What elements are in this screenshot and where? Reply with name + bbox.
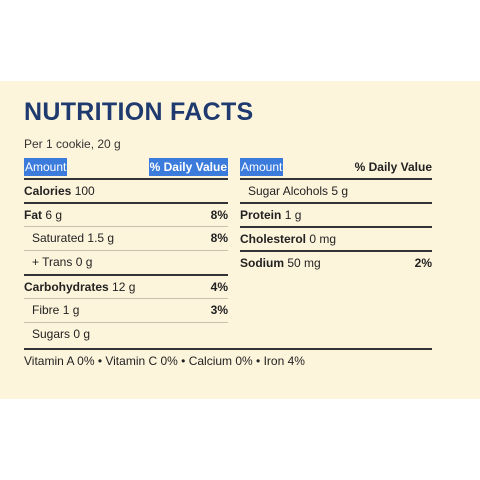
nutrient-amount: 5 g (331, 184, 349, 198)
vitamins-minerals: Vitamin A 0% • Vitamin C 0% • Calcium 0%… (24, 348, 432, 370)
nutrient-amount: 0 g (75, 255, 93, 269)
nutrient-label: Sugars (32, 327, 71, 341)
nutrient-row-protein: Protein 1 g (240, 202, 432, 227)
nutrient-row-sodium: Sodium 50 mg 2% (240, 250, 432, 275)
nutrient-amount: 0 g (73, 327, 91, 341)
nutrient-row-trans: + Trans 0 g (24, 250, 228, 274)
nutrient-row-cholesterol: Cholesterol 0 mg (240, 226, 432, 251)
nutrient-row-sugars: Sugars 0 g (24, 322, 228, 346)
nutrient-row-carbohydrates: Carbohydrates 12 g 4% (24, 274, 228, 299)
nutrient-label: Cholesterol (240, 232, 307, 246)
nutrient-label: Fibre (32, 303, 60, 317)
nutrient-daily-value: 3% (210, 303, 228, 317)
nutrient-row-fibre: Fibre 1 g 3% (24, 298, 228, 322)
nutrient-amount: 100 (74, 184, 95, 198)
nutrient-label: Saturated (32, 231, 85, 245)
nutrient-amount: 1 g (62, 303, 80, 317)
nutrient-label: Sodium (240, 256, 284, 270)
right-amount-header: Amount (240, 158, 284, 176)
nutrient-row-calories: Calories 100 (24, 178, 228, 203)
nutrient-label: + Trans (32, 255, 73, 269)
nutrient-label: Calories (24, 184, 72, 198)
nutrient-amount: 6 g (45, 208, 63, 222)
nutrient-label: Sugar Alcohols (248, 184, 329, 198)
nutrient-row-saturated: Saturated 1.5 g 8% (24, 226, 228, 250)
nutrient-daily-value: 2% (414, 256, 432, 270)
nutrition-title: NUTRITION FACTS (24, 98, 254, 126)
left-amount-header: Amount (24, 158, 68, 176)
nutrient-daily-value: 8% (210, 208, 228, 222)
nutrient-label: Fat (24, 208, 42, 222)
nutrient-amount: 0 mg (309, 232, 337, 246)
nutrient-amount: 1 g (284, 208, 302, 222)
nutrient-label: Carbohydrates (24, 280, 109, 294)
nutrient-row-sugar-alcohols: Sugar Alcohols 5 g (240, 178, 432, 203)
left-column-header: Amount % Daily Value (24, 158, 228, 176)
nutrient-row-fat: Fat 6 g 8% (24, 202, 228, 227)
nutrient-label: Protein (240, 208, 282, 222)
serving-size: Per 1 cookie, 20 g (24, 137, 121, 151)
nutrient-amount: 50 mg (287, 256, 321, 270)
nutrient-daily-value: 4% (210, 280, 228, 294)
nutrient-amount: 1.5 g (87, 231, 115, 245)
right-column-header: Amount % Daily Value (240, 158, 432, 176)
nutrition-panel (0, 81, 480, 399)
nutrient-daily-value: 8% (210, 231, 228, 245)
right-daily-value-header: % Daily Value (354, 160, 432, 174)
nutrient-amount: 12 g (112, 280, 136, 294)
left-daily-value-header: % Daily Value (148, 158, 228, 176)
